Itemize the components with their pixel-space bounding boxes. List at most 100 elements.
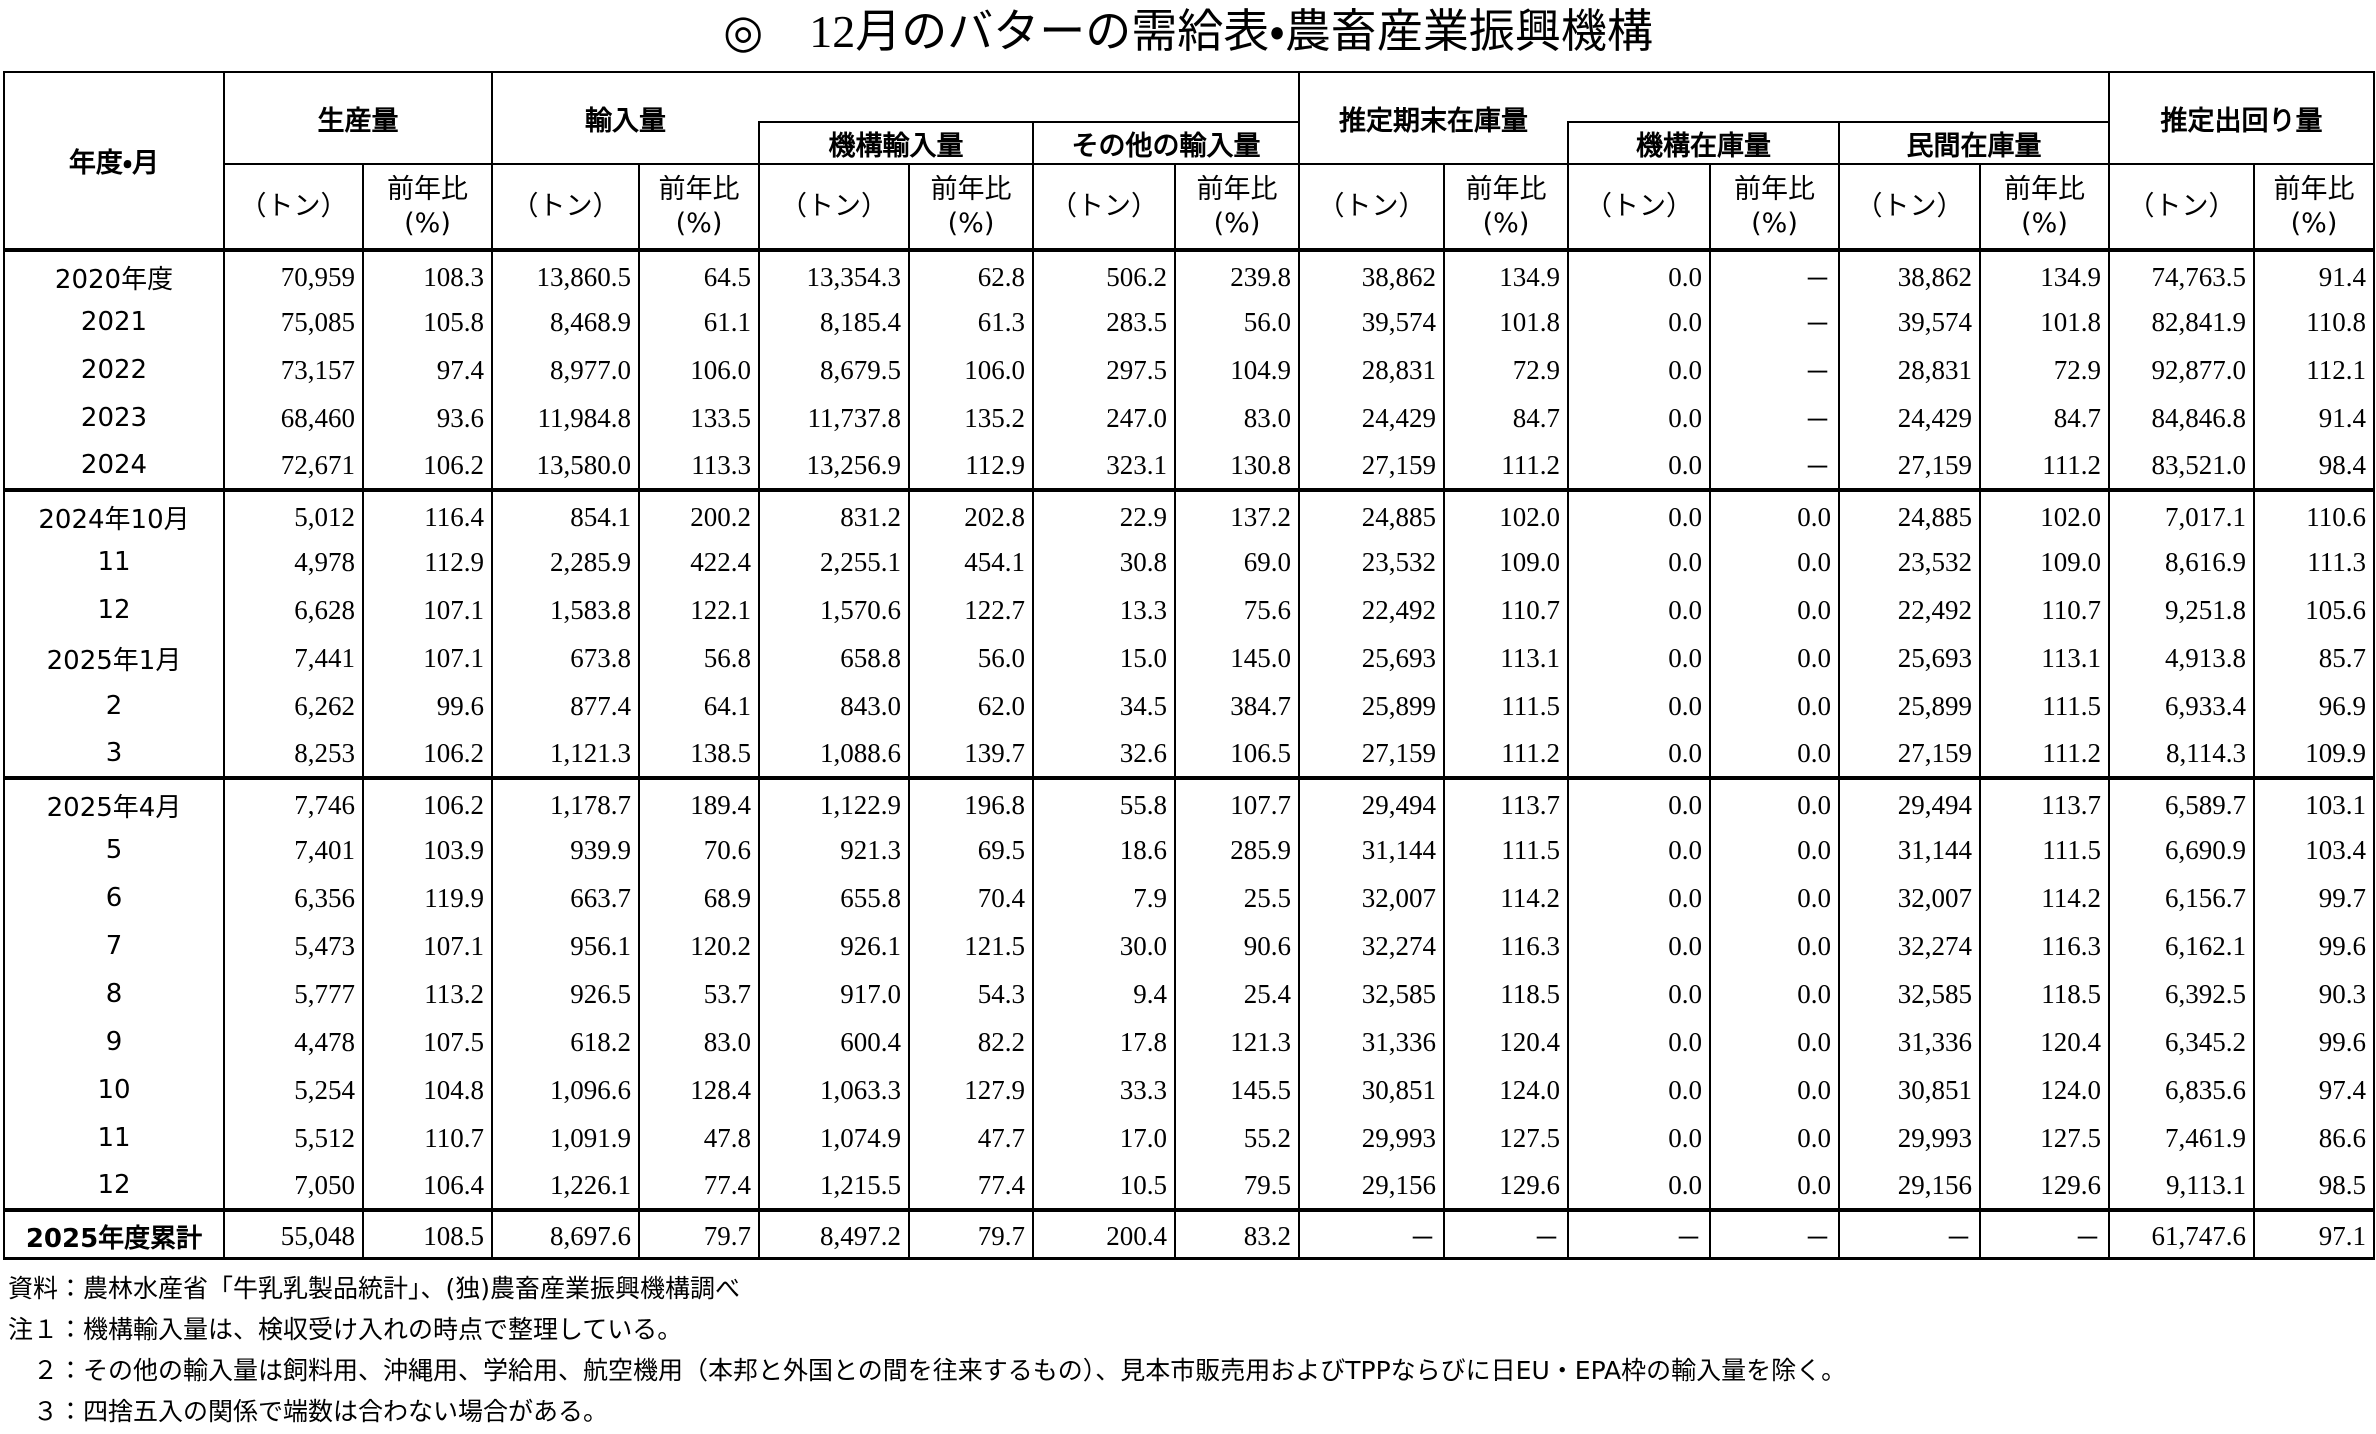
cell: 99.6 [362,682,493,730]
cell: 8,977.0 [491,346,640,394]
cell: 31,144 [1298,826,1445,874]
cell: 74,763.5 [2108,250,2255,298]
unit-header: 前年比 (%) [638,163,760,251]
data-row: 2025年4月 7,746 106.2 1,178.7 189.4 1,122.9 196.… [3,778,2375,826]
data-row: 3 8,253 106.2 1,121.3 138.5 1,088.6 139.7 32.6 1… [3,730,2375,778]
cell: 6,392.5 [2108,970,2255,1018]
cell: 29,993 [1298,1114,1445,1162]
cell: 107.7 [1174,778,1300,826]
cell: 24,429 [1298,394,1445,442]
cell: 939.9 [491,826,640,874]
cell: 82,841.9 [2108,298,2255,346]
cell: 600.4 [758,1018,910,1066]
cell: 831.2 [758,490,910,538]
cell: 843.0 [758,682,910,730]
cell: － [1298,1208,1445,1260]
group-header: 機構輸入量 [758,121,1034,165]
row-label: 11 [3,538,225,586]
cell: 0.0 [1567,826,1711,874]
cell: 39,574 [1838,298,1981,346]
cell: 30,851 [1298,1066,1445,1114]
row-label: 2021 [3,298,225,346]
cell: 0.0 [1709,538,1840,586]
cell: 83.0 [638,1018,760,1066]
cell: 129.6 [1979,1162,2110,1210]
unit-header: （トン） [223,163,364,251]
cell: 112.9 [362,538,493,586]
cell: 32,585 [1838,970,1981,1018]
cell: 655.8 [758,874,910,922]
unit-header: （トン） [1298,163,1445,251]
cell: 107.1 [362,634,493,682]
group-header: 生産量 [223,71,493,165]
cell: 28,831 [1298,346,1445,394]
note: ３：四捨五入の関係で端数は合わない場合がある。 [8,1397,609,1426]
cell: 15.0 [1032,634,1176,682]
cell: 6,356 [223,874,364,922]
cell: 128.4 [638,1066,760,1114]
cell: 137.2 [1174,490,1300,538]
cell: 32,007 [1838,874,1981,922]
data-row: 6 6,356 119.9 663.7 68.9 655.8 70.4 7.9 25.5 32,0… [3,874,2375,922]
cell: 101.8 [1443,298,1569,346]
cell: 0.0 [1709,970,1840,1018]
cell: 23,532 [1298,538,1445,586]
cell: 64.5 [638,250,760,298]
cell: 25.4 [1174,970,1300,1018]
cell: 0.0 [1709,730,1840,778]
cell: 69.0 [1174,538,1300,586]
cell: 0.0 [1709,586,1840,634]
cell: 1,122.9 [758,778,910,826]
cell: 25,899 [1298,682,1445,730]
cell: 145.5 [1174,1066,1300,1114]
data-row: 10 5,254 104.8 1,096.6 128.4 1,063.3 127.9 33.3… [3,1066,2375,1114]
cell: 8,679.5 [758,346,910,394]
cell: 27,159 [1838,442,1981,490]
cell: － [1709,442,1840,490]
cell: 113.7 [1979,778,2110,826]
cell: 297.5 [1032,346,1176,394]
cell: 0.0 [1709,1066,1840,1114]
cell: 32,274 [1838,922,1981,970]
cell: 55,048 [223,1208,364,1260]
unit-header: 前年比 (%) [908,163,1034,251]
cell: 8,114.3 [2108,730,2255,778]
cell: 129.6 [1443,1162,1569,1210]
cell: 2,285.9 [491,538,640,586]
cell: 91.4 [2253,394,2375,442]
cell: 1,088.6 [758,730,910,778]
cell: 106.5 [1174,730,1300,778]
cell: 109.0 [1443,538,1569,586]
cell: 31,336 [1838,1018,1981,1066]
cell: 70.6 [638,826,760,874]
group-header: 機構在庫量 [1567,121,1840,165]
cell: 82.2 [908,1018,1034,1066]
cell: 956.1 [491,922,640,970]
cell: 111.5 [1979,826,2110,874]
cell: 32.6 [1032,730,1176,778]
cell: 29,494 [1838,778,1981,826]
cell: 0.0 [1567,346,1711,394]
cell: 68,460 [223,394,364,442]
cell: 7,401 [223,826,364,874]
row-label: 5 [3,826,225,874]
cell: 39,574 [1298,298,1445,346]
cell: 102.0 [1443,490,1569,538]
cell: 104.8 [362,1066,493,1114]
cell: － [1709,298,1840,346]
cell: 61.3 [908,298,1034,346]
cell: 56.8 [638,634,760,682]
cell: 22,492 [1298,586,1445,634]
cell: 102.0 [1979,490,2110,538]
cell: － [1979,1208,2110,1260]
cell: 0.0 [1709,826,1840,874]
row-label: 7 [3,922,225,970]
data-row: 2 6,262 99.6 877.4 64.1 843.0 62.0 34.5 384.7 25,… [3,682,2375,730]
cell: 1,096.6 [491,1066,640,1114]
cell: 1,583.8 [491,586,640,634]
cell: 56.0 [908,634,1034,682]
cell: 103.4 [2253,826,2375,874]
cell: 110.7 [1443,586,1569,634]
row-label: 12 [3,1162,225,1210]
cell: 55.2 [1174,1114,1300,1162]
